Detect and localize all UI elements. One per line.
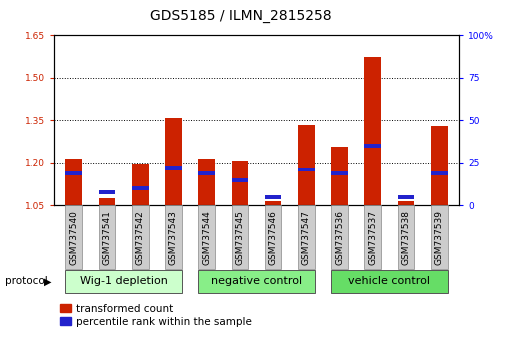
- Bar: [66, 171, 82, 175]
- FancyBboxPatch shape: [132, 205, 149, 269]
- Text: Wig-1 depletion: Wig-1 depletion: [80, 276, 168, 286]
- Bar: [364, 57, 381, 205]
- Bar: [298, 125, 314, 205]
- FancyBboxPatch shape: [298, 205, 314, 269]
- Text: GSM737537: GSM737537: [368, 210, 377, 266]
- FancyBboxPatch shape: [431, 205, 447, 269]
- Text: GSM737540: GSM737540: [69, 210, 78, 265]
- Text: negative control: negative control: [211, 276, 302, 286]
- Bar: [431, 171, 447, 175]
- Text: GSM737546: GSM737546: [269, 210, 278, 265]
- Text: GSM737538: GSM737538: [402, 210, 410, 266]
- FancyBboxPatch shape: [199, 205, 215, 269]
- Bar: [199, 171, 215, 175]
- Legend: transformed count, percentile rank within the sample: transformed count, percentile rank withi…: [59, 303, 253, 328]
- FancyBboxPatch shape: [66, 270, 182, 292]
- Bar: [331, 147, 348, 205]
- FancyBboxPatch shape: [66, 205, 82, 269]
- Text: GSM737542: GSM737542: [136, 210, 145, 265]
- FancyBboxPatch shape: [231, 205, 248, 269]
- Text: GSM737545: GSM737545: [235, 210, 244, 265]
- Bar: [398, 195, 415, 199]
- FancyBboxPatch shape: [265, 205, 282, 269]
- Bar: [431, 126, 447, 205]
- FancyBboxPatch shape: [199, 270, 314, 292]
- FancyBboxPatch shape: [165, 205, 182, 269]
- Text: GDS5185 / ILMN_2815258: GDS5185 / ILMN_2815258: [150, 9, 332, 23]
- Text: vehicle control: vehicle control: [348, 276, 430, 286]
- Text: GSM737541: GSM737541: [103, 210, 111, 265]
- Bar: [231, 161, 248, 205]
- FancyBboxPatch shape: [364, 205, 381, 269]
- Text: GSM737547: GSM737547: [302, 210, 311, 265]
- Bar: [364, 144, 381, 148]
- Text: protocol: protocol: [5, 276, 48, 286]
- Bar: [66, 159, 82, 205]
- FancyBboxPatch shape: [331, 270, 447, 292]
- FancyBboxPatch shape: [98, 205, 115, 269]
- Bar: [98, 190, 115, 194]
- Bar: [231, 178, 248, 182]
- Text: GSM737536: GSM737536: [335, 210, 344, 266]
- Bar: [398, 201, 415, 205]
- Bar: [331, 171, 348, 175]
- Bar: [265, 201, 282, 205]
- Text: ▶: ▶: [44, 276, 51, 286]
- Bar: [132, 187, 149, 190]
- FancyBboxPatch shape: [398, 205, 415, 269]
- Bar: [165, 166, 182, 170]
- Bar: [265, 195, 282, 199]
- Bar: [199, 159, 215, 205]
- Text: GSM737544: GSM737544: [202, 210, 211, 265]
- Bar: [165, 118, 182, 205]
- Bar: [132, 164, 149, 205]
- Bar: [98, 198, 115, 205]
- Text: GSM737539: GSM737539: [435, 210, 444, 266]
- FancyBboxPatch shape: [331, 205, 348, 269]
- Text: GSM737543: GSM737543: [169, 210, 178, 265]
- Bar: [298, 168, 314, 171]
